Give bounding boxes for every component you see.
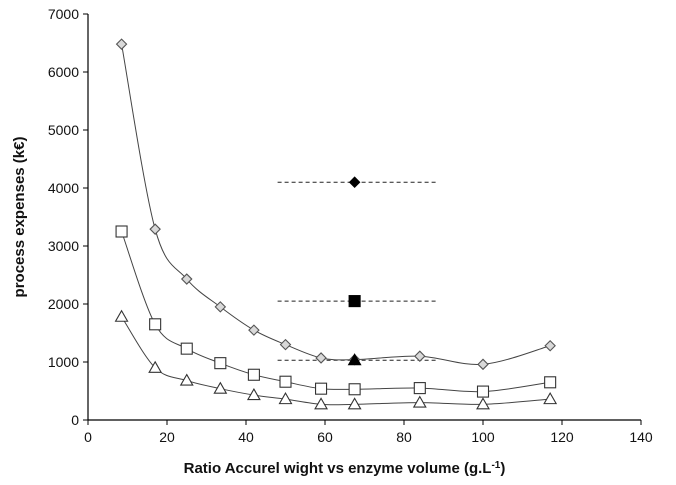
data-point-series-2 [214,357,227,370]
data-point-series-2 [544,376,557,389]
x-tick-label: 100 [471,429,495,445]
x-tick-label: 60 [317,429,333,445]
data-point-series-3 [412,395,427,408]
y-tick-label: 5000 [48,122,79,138]
data-point-series-1 [315,352,327,364]
x-tick-label: 20 [159,429,175,445]
data-point-series-3 [213,381,228,394]
data-point-series-3 [476,397,490,410]
x-tick-label: 140 [629,429,653,445]
data-point-series-2 [115,225,128,238]
x-tick-label: 0 [84,429,92,445]
x-axis-title-suffix: ) [500,460,505,477]
data-point-series-3 [114,309,129,322]
reference-point-diamond-filled [348,176,361,188]
x-tick-label: 40 [238,429,254,445]
series-line-2 [121,231,551,393]
data-point-series-3 [246,387,261,401]
y-tick-label: 6000 [48,64,79,80]
y-tick-label: 3000 [48,238,79,254]
data-point-series-2 [180,342,193,355]
y-tick-label: 7000 [48,6,79,22]
y-tick-label: 2000 [48,296,79,312]
data-point-series-1 [414,350,426,362]
data-point-series-2 [348,383,361,396]
data-point-series-3 [179,373,194,386]
data-point-series-1 [544,339,556,352]
data-point-series-1 [115,38,128,50]
reference-point-square-filled [348,295,361,308]
x-axis-title-main: Ratio Accurel wight vs enzyme volume (g.… [184,460,492,477]
markers [114,38,558,410]
x-axis-title-superscript: -1 [491,460,500,471]
data-point-series-3 [347,397,362,410]
x-tick-label: 80 [396,429,412,445]
data-point-series-1 [477,358,489,371]
axes: 0 1000 2000 3000 4000 5000 6000 7000 0 20 40 60 80 10… [48,6,653,445]
data-point-series-1 [279,338,292,351]
y-axis-title: process expenses (k€) [11,137,28,298]
data-point-series-2 [279,375,292,388]
y-tick-label: 0 [71,412,79,428]
data-point-series-2 [247,368,260,381]
series-line-1 [121,44,551,366]
y-tick-label: 1000 [48,354,79,370]
y-tick-label: 4000 [48,180,79,196]
reference-point-triangle-filled [347,353,362,366]
data-point-series-2 [413,382,426,395]
data-point-series-2 [476,385,490,398]
data-point-series-2 [314,382,328,395]
x-tick-label: 120 [550,429,574,445]
data-point-series-1 [248,324,260,336]
reference-lines [277,181,436,361]
data-point-series-3 [278,392,293,405]
data-point-series-3 [148,360,163,373]
data-point-series-1 [214,301,227,313]
data-point-series-3 [314,397,328,410]
data-point-series-2 [149,318,162,331]
data-point-series-1 [149,223,161,235]
x-axis-title: Ratio Accurel wight vs enzyme volume (g.… [184,460,506,478]
data-point-series-3 [543,392,558,405]
data-point-series-1 [180,273,193,285]
